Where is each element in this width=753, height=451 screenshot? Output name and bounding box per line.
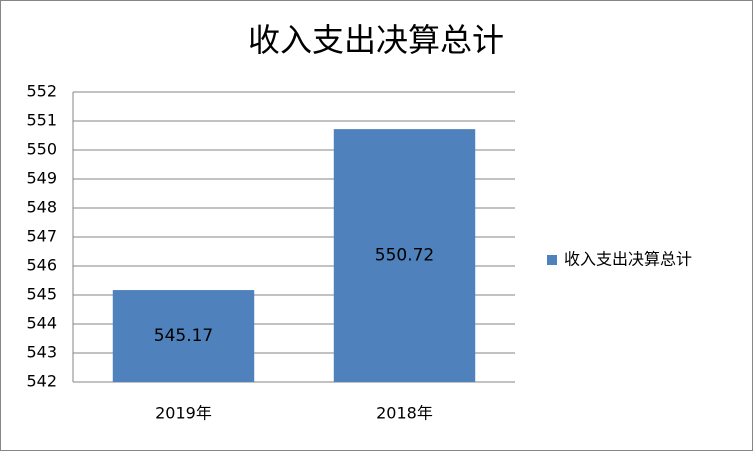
y-tick-label: 547 <box>26 227 57 246</box>
data-label: 550.72 <box>375 246 434 266</box>
x-tick-label: 2018年 <box>376 404 433 423</box>
legend-swatch <box>547 255 557 265</box>
y-tick-label: 543 <box>26 343 57 362</box>
bar <box>112 290 255 382</box>
chart-title: 收入支出决算总计 <box>248 21 504 59</box>
legend-label: 收入支出决算总计 <box>564 250 692 269</box>
y-tick-label: 544 <box>26 314 57 333</box>
y-tick-label: 551 <box>26 111 57 130</box>
y-tick-label: 546 <box>26 256 57 275</box>
y-tick-label: 549 <box>26 169 57 188</box>
bar <box>333 129 476 382</box>
y-tick-label: 550 <box>26 140 57 159</box>
y-tick-label: 548 <box>26 198 57 217</box>
y-tick-label: 542 <box>26 372 57 391</box>
y-tick-label: 545 <box>26 285 57 304</box>
data-label: 545.17 <box>154 326 213 346</box>
y-tick-label: 552 <box>26 82 57 101</box>
x-tick-label: 2019年 <box>155 404 212 423</box>
